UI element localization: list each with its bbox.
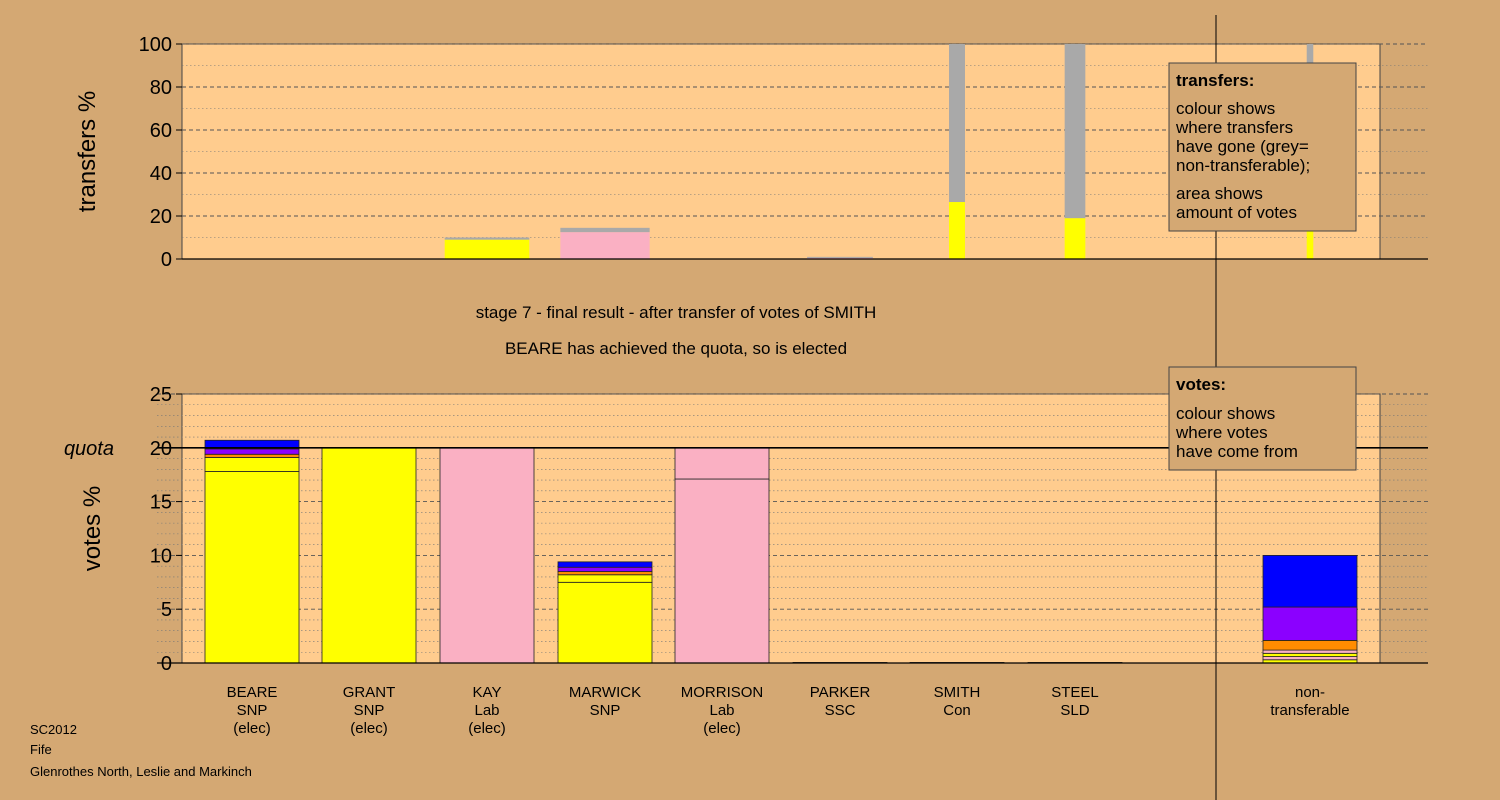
y-tick-label: 25 xyxy=(150,384,172,406)
votes-legend-title: votes: xyxy=(1176,375,1226,394)
y-axis-label: transfers % xyxy=(74,91,101,212)
transfers-legend-line: where transfers xyxy=(1175,118,1293,137)
candidate-label-line: Lab xyxy=(474,702,499,719)
bar-segment xyxy=(949,44,965,203)
election-code: SC2012 xyxy=(30,722,77,737)
candidate-label-line: GRANT xyxy=(343,684,396,701)
bar-segment xyxy=(560,232,650,259)
y-tick-label: 10 xyxy=(150,545,172,567)
bar-segment xyxy=(557,581,653,664)
candidate-label-line: (elec) xyxy=(233,720,271,737)
candidate-label-line: Con xyxy=(943,702,971,719)
candidate-label-line: SNP xyxy=(354,702,385,719)
votes-legend-line: where votes xyxy=(1175,423,1268,442)
candidate-label-line: (elec) xyxy=(468,720,506,737)
candidate-label-line: SNP xyxy=(237,702,268,719)
bar-segment xyxy=(1064,218,1086,259)
bar-segment xyxy=(557,571,653,576)
y-tick-label: 60 xyxy=(150,120,172,142)
candidate-label-line: (elec) xyxy=(350,720,388,737)
bar-segment xyxy=(1262,555,1358,608)
candidate-label-line: Lab xyxy=(709,702,734,719)
bar-segment xyxy=(439,447,535,664)
y-tick-label: 5 xyxy=(161,599,172,621)
candidate-label: GRANT SNP (elec) xyxy=(343,684,396,737)
y-tick-label: 20 xyxy=(150,206,172,228)
candidate-label-line: KAY xyxy=(473,684,502,701)
candidate-label-line: transferable xyxy=(1270,702,1349,719)
candidate-label-line: STEEL xyxy=(1051,684,1099,701)
bar-segment xyxy=(204,453,300,458)
bar-segment xyxy=(321,447,417,664)
bar-segment xyxy=(444,239,530,259)
y-tick-label: 80 xyxy=(150,77,172,99)
transfers-legend-line: area shows xyxy=(1176,184,1263,203)
votes-legend: votes: colour shows where votes have com… xyxy=(1168,366,1357,471)
candidate-label: PARKER SSC xyxy=(810,684,871,719)
bar-segment xyxy=(204,471,300,664)
candidate-label-line: SSC xyxy=(825,702,856,719)
bar-segment xyxy=(1262,656,1358,661)
bar-segment xyxy=(674,478,770,664)
y-tick-label: 15 xyxy=(150,492,172,514)
candidate-label: MORRISON Lab (elec) xyxy=(681,684,764,737)
votes-legend-line: have come from xyxy=(1176,442,1298,461)
y-tick-label: 20 xyxy=(150,438,172,460)
transfers-legend-line: have gone (grey= xyxy=(1176,137,1309,156)
bar-segment xyxy=(1262,606,1358,641)
candidate-label: BEARE SNP (elec) xyxy=(227,684,278,737)
quota-label: quota xyxy=(64,438,114,460)
candidate-label-line: BEARE xyxy=(227,684,278,701)
candidate-label: MARWICK SNP xyxy=(569,684,641,719)
candidate-label: KAY Lab (elec) xyxy=(468,684,506,737)
y-tick-label: 100 xyxy=(139,34,172,56)
candidate-label: non-transferable xyxy=(1270,684,1349,719)
candidate-label: STEEL SLD xyxy=(1051,684,1099,719)
transfers-legend-line: colour shows xyxy=(1176,99,1275,118)
ward-name: Glenrothes North, Leslie and Markinch xyxy=(30,764,252,779)
bar-segment xyxy=(557,574,653,583)
bar-segment xyxy=(560,227,650,233)
candidate-label-line: MORRISON xyxy=(681,684,764,701)
bar-segment xyxy=(1064,44,1086,219)
y-tick-label: 0 xyxy=(161,653,172,675)
candidate-label-line: PARKER xyxy=(810,684,871,701)
bar-segment xyxy=(204,457,300,472)
bar-segment xyxy=(674,447,770,480)
bar-segment xyxy=(1262,640,1358,651)
stage-subtitle: BEARE has achieved the quota, so is elec… xyxy=(505,339,847,358)
bar-segment xyxy=(807,256,873,258)
transfers-legend-title: transfers: xyxy=(1176,71,1254,90)
bar-segment xyxy=(557,561,653,568)
candidate-label-line: (elec) xyxy=(703,720,741,737)
transfers-legend-line: amount of votes xyxy=(1176,203,1297,222)
bar-segment xyxy=(557,566,653,572)
candidate-label-line: SNP xyxy=(590,702,621,719)
y-tick-label: 40 xyxy=(150,163,172,185)
candidate-label-line: MARWICK xyxy=(569,684,641,701)
y-axis-label: votes % xyxy=(79,486,106,571)
bar-segment xyxy=(204,448,300,455)
council-name: Fife xyxy=(30,742,52,757)
bar-segment xyxy=(1262,649,1358,654)
candidate-label-line: SMITH xyxy=(934,684,981,701)
transfers-legend-line: non-transferable); xyxy=(1176,156,1310,175)
votes-legend-line: colour shows xyxy=(1176,404,1275,423)
bar-segment xyxy=(444,237,530,240)
bar-segment xyxy=(949,202,965,259)
bar-segment xyxy=(204,439,300,450)
candidate-label-line: SLD xyxy=(1060,702,1089,719)
bar-segment xyxy=(1262,652,1358,657)
candidate-label: SMITH Con xyxy=(934,684,981,719)
transfers-legend: transfers: colour shows where transfers … xyxy=(1168,62,1357,232)
candidate-label-line: non- xyxy=(1295,684,1325,701)
stage-title: stage 7 - final result - after transfer … xyxy=(476,303,877,322)
y-tick-label: 0 xyxy=(161,249,172,271)
